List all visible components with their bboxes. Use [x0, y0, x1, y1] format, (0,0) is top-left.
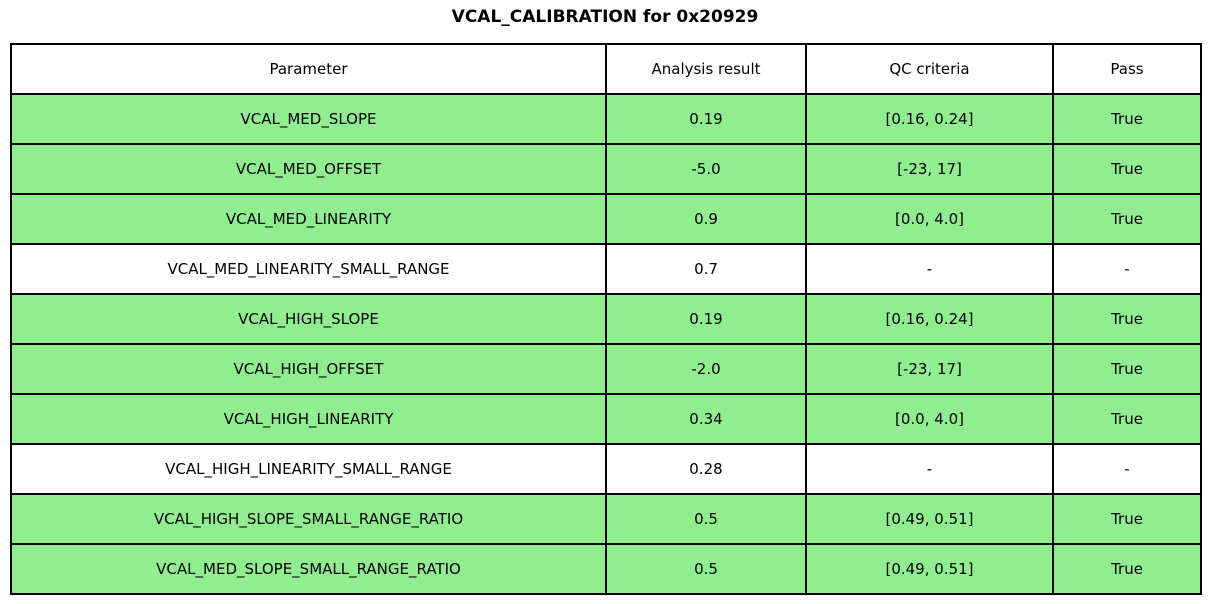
cell-criteria: [0.0, 4.0] — [805, 393, 1054, 445]
cell-pass: True — [1052, 343, 1202, 395]
table-row: VCAL_MED_LINEARITY_SMALL_RANGE 0.7 - - — [10, 243, 1202, 295]
cell-parameter: VCAL_MED_SLOPE — [10, 93, 607, 145]
table-row: VCAL_HIGH_SLOPE 0.19 [0.16, 0.24] True — [10, 293, 1202, 345]
cell-result: -2.0 — [605, 343, 807, 395]
cell-result: 0.5 — [605, 543, 807, 595]
cell-parameter: VCAL_HIGH_SLOPE_SMALL_RANGE_RATIO — [10, 493, 607, 545]
cell-parameter: VCAL_MED_LINEARITY_SMALL_RANGE — [10, 243, 607, 295]
cell-pass: True — [1052, 393, 1202, 445]
cell-result: 0.19 — [605, 93, 807, 145]
cell-criteria: [-23, 17] — [805, 343, 1054, 395]
cell-result: 0.19 — [605, 293, 807, 345]
cell-result: -5.0 — [605, 143, 807, 195]
cell-pass: True — [1052, 93, 1202, 145]
cell-criteria: - — [805, 443, 1054, 495]
table-header-row: Parameter Analysis result QC criteria Pa… — [10, 43, 1202, 95]
table-row: VCAL_HIGH_OFFSET -2.0 [-23, 17] True — [10, 343, 1202, 395]
cell-pass: True — [1052, 493, 1202, 545]
cell-result: 0.34 — [605, 393, 807, 445]
cell-pass: - — [1052, 443, 1202, 495]
cell-parameter: VCAL_MED_OFFSET — [10, 143, 607, 195]
cell-parameter: VCAL_HIGH_OFFSET — [10, 343, 607, 395]
cell-parameter: VCAL_HIGH_LINEARITY_SMALL_RANGE — [10, 443, 607, 495]
cell-criteria: [0.49, 0.51] — [805, 493, 1054, 545]
cell-criteria: [-23, 17] — [805, 143, 1054, 195]
cell-pass: True — [1052, 193, 1202, 245]
table-row: VCAL_HIGH_SLOPE_SMALL_RANGE_RATIO 0.5 [0… — [10, 493, 1202, 545]
table-row: VCAL_MED_LINEARITY 0.9 [0.0, 4.0] True — [10, 193, 1202, 245]
cell-criteria: [0.0, 4.0] — [805, 193, 1054, 245]
table-row: VCAL_MED_SLOPE 0.19 [0.16, 0.24] True — [10, 93, 1202, 145]
cell-criteria: [0.16, 0.24] — [805, 293, 1054, 345]
cell-result: 0.28 — [605, 443, 807, 495]
column-header-pass: Pass — [1052, 43, 1202, 95]
table-row: VCAL_HIGH_LINEARITY_SMALL_RANGE 0.28 - - — [10, 443, 1202, 495]
cell-parameter: VCAL_MED_SLOPE_SMALL_RANGE_RATIO — [10, 543, 607, 595]
column-header-parameter: Parameter — [10, 43, 607, 95]
cell-pass: True — [1052, 143, 1202, 195]
table-row: VCAL_MED_SLOPE_SMALL_RANGE_RATIO 0.5 [0.… — [10, 543, 1202, 595]
cell-pass: True — [1052, 293, 1202, 345]
cell-pass: True — [1052, 543, 1202, 595]
cell-result: 0.9 — [605, 193, 807, 245]
cell-pass: - — [1052, 243, 1202, 295]
column-header-qc-criteria: QC criteria — [805, 43, 1054, 95]
cell-criteria: [0.16, 0.24] — [805, 93, 1054, 145]
cell-result: 0.5 — [605, 493, 807, 545]
table-row: VCAL_HIGH_LINEARITY 0.34 [0.0, 4.0] True — [10, 393, 1202, 445]
cell-parameter: VCAL_HIGH_SLOPE — [10, 293, 607, 345]
page-title: VCAL_CALIBRATION for 0x20929 — [451, 7, 759, 27]
cell-result: 0.7 — [605, 243, 807, 295]
cell-parameter: VCAL_MED_LINEARITY — [10, 193, 607, 245]
cell-criteria: - — [805, 243, 1054, 295]
qc-results-table: Parameter Analysis result QC criteria Pa… — [10, 43, 1202, 595]
cell-criteria: [0.49, 0.51] — [805, 543, 1054, 595]
column-header-analysis-result: Analysis result — [605, 43, 807, 95]
cell-parameter: VCAL_HIGH_LINEARITY — [10, 393, 607, 445]
table-row: VCAL_MED_OFFSET -5.0 [-23, 17] True — [10, 143, 1202, 195]
